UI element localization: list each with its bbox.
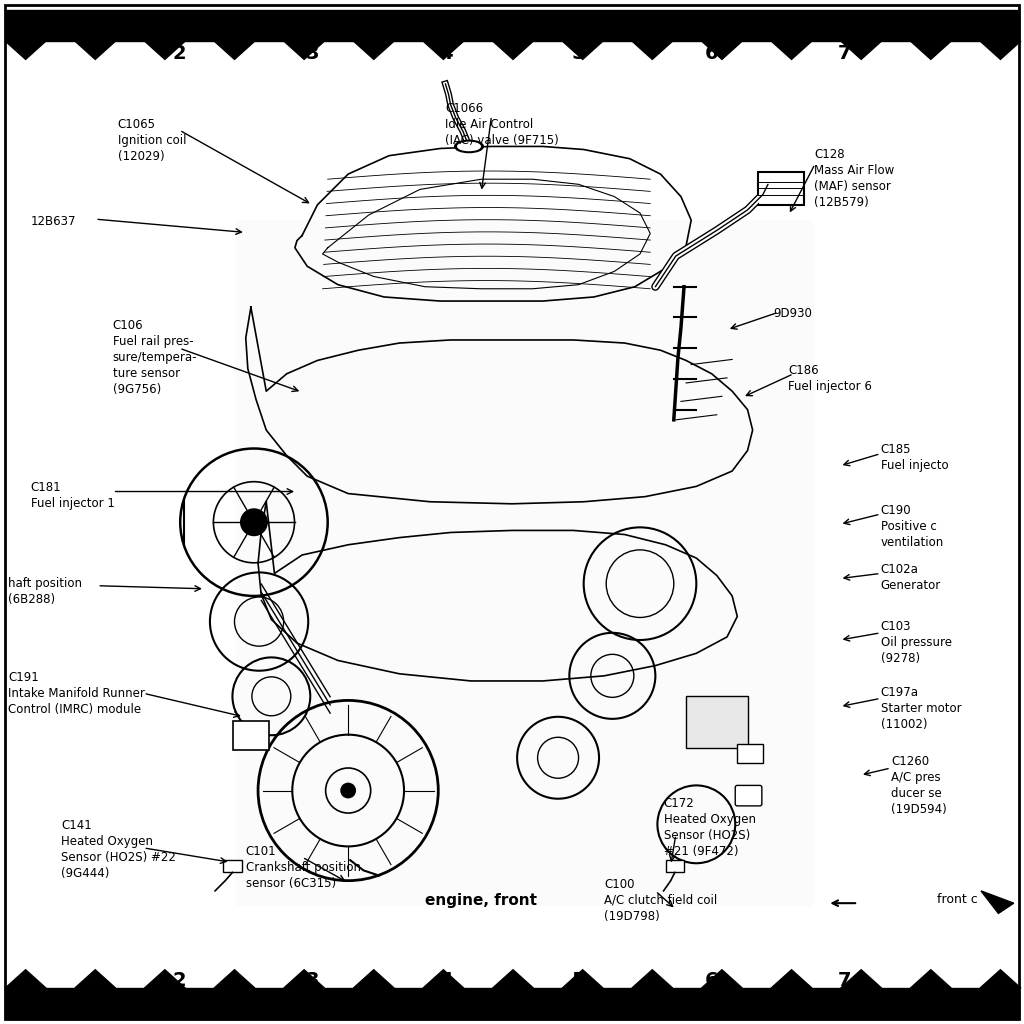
Text: 4: 4: [438, 972, 453, 990]
Text: front c: front c: [937, 893, 978, 906]
Text: 3: 3: [305, 44, 319, 62]
Polygon shape: [493, 970, 534, 988]
Bar: [5, 10, 1019, 41]
Polygon shape: [493, 41, 534, 59]
Text: C141
Heated Oxygen
Sensor (HO2S) #22
(9G444): C141 Heated Oxygen Sensor (HO2S) #22 (9G…: [61, 819, 176, 881]
Polygon shape: [701, 970, 742, 988]
Polygon shape: [214, 41, 255, 59]
Bar: [666, 860, 684, 872]
Text: engine, front: engine, front: [425, 893, 538, 908]
Polygon shape: [353, 41, 394, 59]
Polygon shape: [981, 891, 1014, 913]
Circle shape: [341, 783, 355, 798]
Text: C197a
Starter motor
(11002): C197a Starter motor (11002): [881, 686, 962, 731]
Text: C102a
Generator: C102a Generator: [881, 563, 941, 592]
Text: C100
A/C clutch field coil
(19D798): C100 A/C clutch field coil (19D798): [604, 878, 718, 923]
FancyBboxPatch shape: [233, 721, 269, 750]
Polygon shape: [841, 41, 882, 59]
Text: 7: 7: [838, 44, 852, 62]
Text: C186
Fuel injector 6: C186 Fuel injector 6: [788, 364, 872, 392]
Text: C128
Mass Air Flow
(MAF) sensor
(12B579): C128 Mass Air Flow (MAF) sensor (12B579): [814, 148, 894, 210]
Text: 5: 5: [571, 972, 586, 990]
Polygon shape: [214, 970, 255, 988]
Text: C1066
Idle Air Control
(IAC) valve (9F715): C1066 Idle Air Control (IAC) valve (9F71…: [445, 102, 559, 147]
Ellipse shape: [455, 140, 483, 153]
FancyBboxPatch shape: [737, 744, 763, 763]
Bar: [223, 860, 242, 872]
Text: C181
Fuel injector 1: C181 Fuel injector 1: [31, 481, 115, 510]
Text: C191
Intake Manifold Runner
Control (IMRC) module: C191 Intake Manifold Runner Control (IMR…: [8, 671, 145, 716]
Text: C106
Fuel rail pres-
sure/tempera-
ture sensor
(9G756): C106 Fuel rail pres- sure/tempera- ture …: [113, 319, 198, 396]
Text: haft position
(6B288): haft position (6B288): [8, 577, 82, 605]
Polygon shape: [144, 970, 185, 988]
Polygon shape: [284, 970, 325, 988]
Text: C185
Fuel injecto: C185 Fuel injecto: [881, 443, 948, 472]
Text: C190
Positive c
ventilation: C190 Positive c ventilation: [881, 504, 944, 549]
Circle shape: [241, 509, 267, 536]
Text: 12B637: 12B637: [31, 215, 76, 228]
Text: 5: 5: [571, 44, 586, 62]
Polygon shape: [841, 970, 882, 988]
Polygon shape: [562, 970, 603, 988]
Polygon shape: [353, 970, 394, 988]
Polygon shape: [910, 970, 951, 988]
FancyBboxPatch shape: [758, 172, 804, 205]
Polygon shape: [632, 970, 673, 988]
Polygon shape: [632, 41, 673, 59]
Polygon shape: [144, 41, 185, 59]
Text: C172
Heated Oxygen
Sensor (HO2S)
#21 (9F472): C172 Heated Oxygen Sensor (HO2S) #21 (9F…: [664, 797, 756, 858]
Text: 6: 6: [705, 972, 719, 990]
Polygon shape: [980, 41, 1021, 59]
Text: C103
Oil pressure
(9278): C103 Oil pressure (9278): [881, 620, 951, 665]
Text: C1260
A/C pres
ducer se
(19D594): C1260 A/C pres ducer se (19D594): [891, 755, 946, 816]
Polygon shape: [771, 970, 812, 988]
Text: 4: 4: [438, 44, 453, 62]
Polygon shape: [5, 41, 46, 59]
Polygon shape: [5, 970, 46, 988]
Polygon shape: [75, 970, 116, 988]
Polygon shape: [75, 41, 116, 59]
Text: C101
Crankshaft position
sensor (6C315): C101 Crankshaft position sensor (6C315): [246, 845, 360, 890]
Text: 2: 2: [172, 44, 186, 62]
Text: C1065
Ignition coil
(12029): C1065 Ignition coil (12029): [118, 118, 186, 163]
Polygon shape: [701, 41, 742, 59]
Polygon shape: [284, 41, 325, 59]
Polygon shape: [423, 41, 464, 59]
Text: 9D930: 9D930: [773, 307, 812, 321]
Bar: [686, 696, 748, 748]
Text: 2: 2: [172, 972, 186, 990]
Text: 3: 3: [305, 972, 319, 990]
Polygon shape: [423, 970, 464, 988]
Bar: [5, 988, 1019, 1019]
Text: 6: 6: [705, 44, 719, 62]
Polygon shape: [562, 41, 603, 59]
Polygon shape: [910, 41, 951, 59]
Text: 7: 7: [838, 972, 852, 990]
Polygon shape: [771, 41, 812, 59]
FancyBboxPatch shape: [735, 785, 762, 806]
Polygon shape: [980, 970, 1021, 988]
FancyBboxPatch shape: [236, 220, 814, 906]
Ellipse shape: [458, 142, 480, 151]
